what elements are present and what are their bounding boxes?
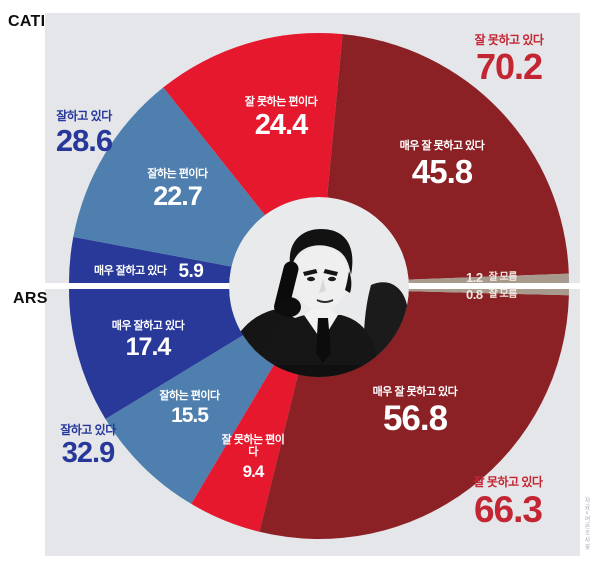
cati-positive-callout: 잘하고 있다 28.6 (36, 110, 132, 157)
cati-very-good-label: 매우 잘하고 있다 (94, 265, 167, 277)
method-label-ars: ARS (13, 290, 48, 307)
cati-very-good-value: 5.9 (178, 261, 204, 282)
cati-bad-label: 잘 못하는 편이다 (244, 96, 318, 108)
credit-vertical-text: 자료=여론조사꽃 (583, 497, 589, 551)
right-brow (323, 269, 338, 276)
slice-cati-3 (319, 34, 569, 283)
ars-very-good-value: 17.4 (125, 332, 172, 361)
left-eye (307, 276, 315, 282)
ars-very-bad-value: 56.8 (382, 398, 448, 438)
ars-dontknow-value: 0.8 (466, 287, 483, 302)
cati-positive-label: 잘하고 있다 (56, 109, 112, 123)
cati-good-label: 잘하는 편이다 (147, 168, 208, 180)
nose-shadow (319, 279, 326, 293)
hand (277, 297, 301, 317)
president-photo-illustration (229, 197, 409, 377)
right-eye (328, 276, 336, 282)
cati-very-bad-slice-label: 매우 잘 못하고 있다 45.8 (380, 140, 504, 190)
cati-good-value: 22.7 (153, 180, 203, 211)
cati-bad-slice-label: 잘 못하는 편이다 24.4 (233, 96, 329, 141)
ars-bad-label: 잘 못하는 편이다 (221, 434, 285, 458)
ars-good-value: 15.5 (171, 403, 209, 427)
cati-negative-callout: 잘 못하고 있다 70.2 (447, 34, 571, 86)
cati-dontknow-label: 잘 모름 (488, 271, 518, 283)
ars-negative-value: 66.3 (473, 488, 543, 530)
ars-very-bad-label: 매우 잘 못하고 있다 (372, 386, 458, 398)
method-label-cati: CATI (8, 13, 46, 30)
ars-positive-value: 32.9 (61, 436, 115, 469)
hair (289, 229, 353, 275)
cati-very-bad-label: 매우 잘 못하고 있다 (399, 140, 485, 152)
cati-negative-value: 70.2 (475, 45, 543, 87)
ars-very-good-label: 매우 잘하고 있다 (111, 320, 185, 332)
ars-dontknow-slice-label: 0.8 잘 모름 (466, 288, 517, 301)
ars-good-label: 잘하는 편이다 (159, 390, 220, 402)
left-brow (303, 269, 318, 276)
cati-dontknow-slice-label: 1.2 잘 모름 (466, 271, 517, 284)
cati-positive-value: 28.6 (55, 122, 113, 158)
cati-good-slice-label: 잘하는 편이다 22.7 (130, 168, 225, 211)
ars-negative-callout: 잘 못하고 있다 66.3 (436, 476, 580, 529)
mouth (316, 299, 334, 303)
ars-good-slice-label: 잘하는 편이다 15.5 (142, 390, 237, 427)
tie (316, 318, 331, 363)
cati-dontknow-value: 1.2 (466, 270, 483, 285)
ars-negative-label: 잘 못하고 있다 (473, 475, 543, 489)
cati-very-good-slice-label: 매우 잘하고 있다 5.9 (94, 261, 204, 282)
sideburn (345, 271, 352, 293)
ars-bad-value: 9.4 (242, 461, 265, 481)
ars-positive-callout: 잘하고 있다 32.9 (36, 424, 140, 469)
cati-very-bad-value: 45.8 (411, 152, 473, 190)
face (293, 246, 349, 310)
cati-bad-value: 24.4 (254, 108, 308, 141)
ars-very-bad-slice-label: 매우 잘 못하고 있다 56.8 (345, 386, 485, 438)
ars-very-good-slice-label: 매우 잘하고 있다 17.4 (98, 320, 198, 361)
cati-negative-label: 잘 못하고 있다 (474, 33, 544, 47)
ars-dontknow-label: 잘 모름 (488, 288, 518, 300)
ars-bad-slice-label: 잘 못하는 편이다 9.4 (217, 434, 289, 481)
ars-positive-label: 잘하고 있다 (60, 423, 116, 437)
